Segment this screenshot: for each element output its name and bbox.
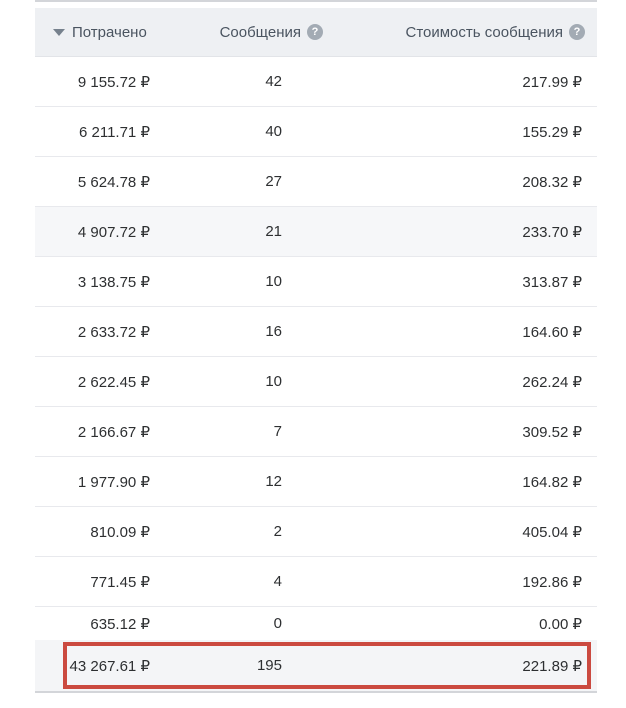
cell-spent: 1 977.90 ₽ [77, 473, 150, 491]
cell-spent: 9 155.72 ₽ [77, 73, 150, 91]
table-row: 771.45 ₽ 4 192.86 ₽ [35, 557, 597, 607]
table-header-row: Потрачено Сообщения ? Стоимость сообщени… [35, 8, 597, 57]
cell-cost: 309.52 ₽ [522, 423, 582, 441]
table-row: 2 622.45 ₽ 10 262.24 ₽ [35, 357, 597, 407]
totals-messages: 195 [256, 657, 282, 674]
cell-spent: 3 138.75 ₽ [77, 273, 150, 291]
cell-spent: 5 624.78 ₽ [77, 173, 150, 191]
cell-messages: 10 [265, 373, 282, 390]
cell-cost: 155.29 ₽ [522, 123, 582, 141]
table-row: 9 155.72 ₽ 42 217.99 ₽ [35, 57, 597, 107]
totals-cost: 221.89 ₽ [522, 657, 582, 675]
cell-cost: 217.99 ₽ [522, 73, 582, 91]
cell-cost: 0.00 ₽ [539, 615, 582, 633]
cell-spent: 2 622.45 ₽ [77, 373, 150, 391]
cell-spent: 810.09 ₽ [90, 523, 150, 541]
table-row: 2 633.72 ₽ 16 164.60 ₽ [35, 307, 597, 357]
cell-cost: 164.60 ₽ [522, 323, 582, 341]
column-header-cost[interactable]: Стоимость сообщения ? [330, 24, 597, 41]
stats-table: Потрачено Сообщения ? Стоимость сообщени… [35, 0, 597, 693]
table-row-highlighted: 4 907.72 ₽ 21 233.70 ₽ [35, 207, 597, 257]
table-row: 6 211.71 ₽ 40 155.29 ₽ [35, 107, 597, 157]
top-divider [35, 0, 597, 2]
cell-messages: 4 [273, 573, 282, 590]
table-row: 3 138.75 ₽ 10 313.87 ₽ [35, 257, 597, 307]
help-icon[interactable]: ? [307, 24, 323, 40]
cell-cost: 262.24 ₽ [522, 373, 582, 391]
cell-spent: 6 211.71 ₽ [79, 123, 150, 141]
cell-spent: 2 633.72 ₽ [77, 323, 150, 341]
column-header-cost-label: Стоимость сообщения [405, 23, 563, 41]
table-row: 1 977.90 ₽ 12 164.82 ₽ [35, 457, 597, 507]
cell-messages: 42 [265, 73, 282, 90]
cell-messages: 10 [265, 273, 282, 290]
cell-cost: 192.86 ₽ [522, 573, 582, 591]
bottom-divider [35, 691, 597, 693]
cell-messages: 7 [273, 423, 282, 440]
cell-spent: 4 907.72 ₽ [77, 223, 150, 241]
sort-desc-icon [53, 28, 65, 36]
cell-messages: 40 [265, 123, 282, 140]
cell-messages: 12 [265, 473, 282, 490]
cell-cost: 405.04 ₽ [522, 523, 582, 541]
totals-spent: 43 267.61 ₽ [69, 657, 150, 675]
table-row: 810.09 ₽ 2 405.04 ₽ [35, 507, 597, 557]
cell-messages: 2 [273, 523, 282, 540]
cell-cost: 313.87 ₽ [522, 273, 582, 291]
help-icon[interactable]: ? [569, 24, 585, 40]
table-row: 2 166.67 ₽ 7 309.52 ₽ [35, 407, 597, 457]
table-row: 5 624.78 ₽ 27 208.32 ₽ [35, 157, 597, 207]
totals-row: 43 267.61 ₽ 195 221.89 ₽ [35, 640, 597, 691]
cell-spent: 635.12 ₽ [90, 615, 150, 633]
cell-messages: 21 [265, 223, 282, 240]
column-header-messages-label: Сообщения [219, 23, 301, 41]
cell-messages: 27 [265, 173, 282, 190]
cell-cost: 208.32 ₽ [522, 173, 582, 191]
column-header-spent[interactable]: Потрачено [35, 24, 180, 41]
cell-messages: 0 [273, 615, 282, 632]
cell-spent: 2 166.67 ₽ [77, 423, 150, 441]
column-header-spent-label: Потрачено [72, 23, 147, 41]
cell-cost: 233.70 ₽ [522, 223, 582, 241]
cell-spent: 771.45 ₽ [90, 573, 150, 591]
table-row: 635.12 ₽ 0 0.00 ₽ [35, 607, 597, 640]
cell-messages: 16 [265, 323, 282, 340]
column-header-messages[interactable]: Сообщения ? [180, 24, 330, 41]
cell-cost: 164.82 ₽ [522, 473, 582, 491]
